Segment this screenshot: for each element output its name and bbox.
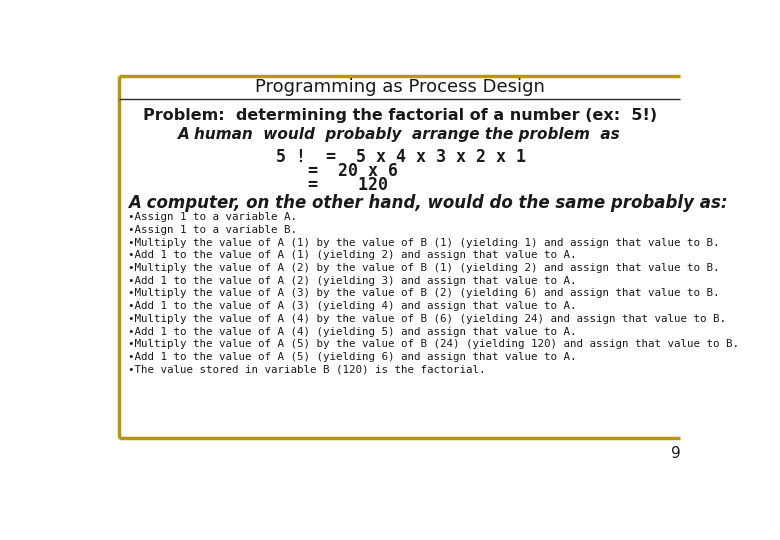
Text: •Add 1 to the value of A (2) (yielding 3) and assign that value to A.: •Add 1 to the value of A (2) (yielding 3… — [129, 276, 577, 286]
Text: 5 !  =  5 x 4 x 3 x 2 x 1: 5 ! = 5 x 4 x 3 x 2 x 1 — [276, 148, 526, 166]
Text: •Add 1 to the value of A (5) (yielding 6) and assign that value to A.: •Add 1 to the value of A (5) (yielding 6… — [129, 352, 577, 362]
Text: 9: 9 — [671, 446, 680, 461]
Text: A human  would  probably  arrange the problem  as: A human would probably arrange the probl… — [179, 126, 621, 141]
Text: •Multiply the value of A (3) by the value of B (2) (yielding 6) and assign that : •Multiply the value of A (3) by the valu… — [129, 288, 720, 299]
Text: •Assign 1 to a variable B.: •Assign 1 to a variable B. — [129, 225, 297, 235]
Text: =  20 x 6: = 20 x 6 — [308, 162, 399, 180]
Text: •Add 1 to the value of A (1) (yielding 2) and assign that value to A.: •Add 1 to the value of A (1) (yielding 2… — [129, 251, 577, 260]
Text: •Assign 1 to a variable A.: •Assign 1 to a variable A. — [129, 212, 297, 222]
Text: •Multiply the value of A (1) by the value of B (1) (yielding 1) and assign that : •Multiply the value of A (1) by the valu… — [129, 238, 720, 248]
Text: •Add 1 to the value of A (3) (yielding 4) and assign that value to A.: •Add 1 to the value of A (3) (yielding 4… — [129, 301, 577, 311]
Text: Problem:  determining the factorial of a number (ex:  5!): Problem: determining the factorial of a … — [143, 108, 657, 123]
Text: A computer, on the other hand, would do the same probably as:: A computer, on the other hand, would do … — [129, 194, 728, 212]
Text: •Multiply the value of A (5) by the value of B (24) (yielding 120) and assign th: •Multiply the value of A (5) by the valu… — [129, 339, 739, 349]
Text: •Multiply the value of A (4) by the value of B (6) (yielding 24) and assign that: •Multiply the value of A (4) by the valu… — [129, 314, 726, 324]
Text: =    120: = 120 — [308, 176, 388, 194]
Text: •Add 1 to the value of A (4) (yielding 5) and assign that value to A.: •Add 1 to the value of A (4) (yielding 5… — [129, 327, 577, 336]
Text: •The value stored in variable B (120) is the factorial.: •The value stored in variable B (120) is… — [129, 364, 486, 375]
Text: Programming as Process Design: Programming as Process Design — [255, 78, 544, 96]
Text: •Multiply the value of A (2) by the value of B (1) (yielding 2) and assign that : •Multiply the value of A (2) by the valu… — [129, 263, 720, 273]
